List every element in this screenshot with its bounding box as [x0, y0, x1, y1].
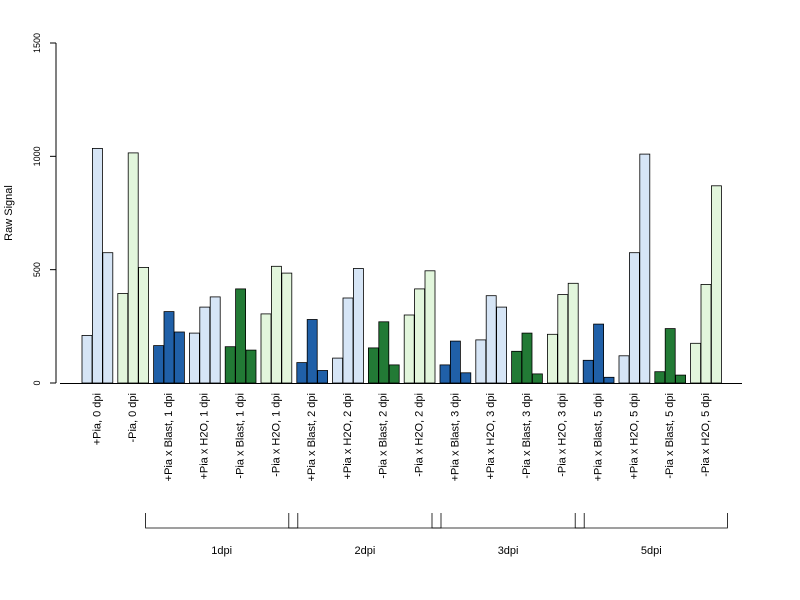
bar-6-1 — [260, 313, 272, 384]
bar-3-3 — [173, 331, 185, 384]
category-label: -Pia x H2O, 5 dpi — [700, 393, 712, 477]
bar-5-2 — [235, 288, 247, 384]
bar-4-1 — [188, 332, 200, 384]
category-label: -Pia x H2O, 2 dpi — [414, 393, 426, 477]
bar-14-2 — [557, 294, 569, 384]
bar-15-3 — [603, 376, 615, 384]
bar-18-1 — [690, 342, 701, 384]
bar-1-3 — [102, 252, 114, 384]
bar-1-1 — [81, 334, 93, 384]
bar-12-3 — [496, 306, 508, 384]
bar-18-3 — [711, 185, 722, 384]
y-tick-label: 0 — [32, 380, 42, 385]
category-label: -Pia x Blast, 1 dpi — [235, 393, 247, 479]
group-bracket — [431, 513, 585, 529]
category-label: +Pia x Blast, 5 dpi — [593, 393, 605, 481]
group-bracket — [145, 513, 299, 529]
category-label: -Pia x Blast, 3 dpi — [521, 393, 533, 479]
bar-10-2 — [414, 288, 426, 384]
group-label: 3dpi — [498, 545, 519, 557]
bar-3-2 — [163, 311, 175, 384]
bar-10-3 — [424, 270, 436, 384]
y-ticks: 0 500 1000 1500 — [32, 33, 56, 386]
bar-9-2 — [378, 321, 390, 384]
bar-16-3 — [639, 153, 651, 384]
bar-15-1 — [582, 359, 594, 384]
bar-6-3 — [281, 272, 293, 384]
bar-8-1 — [332, 357, 344, 384]
category-label: -Pia x H2O, 1 dpi — [270, 393, 282, 477]
bar-17-3 — [675, 374, 686, 384]
bar-17-1 — [654, 371, 666, 384]
category-label: +Pia x H2O, 3 dpi — [485, 393, 497, 480]
group-label: 2dpi — [355, 545, 376, 557]
group-label: 5dpi — [641, 545, 662, 557]
bar-2-2 — [127, 152, 139, 384]
group-bracket — [574, 513, 728, 529]
y-axis-title: Raw Signal — [3, 185, 15, 241]
bar-4-3 — [209, 296, 221, 384]
bar-4-2 — [199, 306, 211, 384]
bar-9-1 — [367, 347, 379, 384]
bar-10-1 — [403, 314, 415, 384]
bar-11-1 — [439, 364, 451, 384]
bar-2-1 — [117, 293, 129, 384]
category-label: -Pia x H2O, 3 dpi — [557, 393, 569, 477]
bar-7-1 — [296, 362, 308, 384]
bar-6-2 — [270, 265, 282, 384]
category-label: +Pia x Blast, 1 dpi — [163, 393, 175, 481]
bar-12-1 — [475, 339, 487, 384]
category-label: +Pia x H2O, 2 dpi — [342, 393, 354, 480]
category-label: +Pia x H2O, 1 dpi — [199, 393, 211, 480]
bar-8-2 — [342, 297, 354, 384]
bar-9-3 — [388, 364, 400, 384]
bar-17-2 — [664, 328, 676, 384]
bar-8-3 — [352, 268, 364, 384]
category-label: +Pia x Blast, 2 dpi — [306, 393, 318, 481]
category-label: -Pia x Blast, 5 dpi — [664, 393, 676, 479]
bar-7-2 — [306, 319, 318, 384]
group-label: 1dpi — [211, 545, 232, 557]
bar-16-2 — [629, 252, 640, 384]
bar-16-1 — [618, 355, 630, 384]
group-brackets: 1dpi 2dpi 3dpi 5dpi — [145, 513, 728, 557]
bar-11-3 — [460, 372, 472, 384]
bar-5-1 — [224, 346, 236, 384]
category-labels: +Pia, 0 dpi -Pia, 0 dpi +Pia x Blast, 1 dp… — [91, 393, 712, 481]
bar-15-2 — [593, 323, 604, 384]
bar-7-3 — [317, 370, 329, 384]
bar-5-3 — [245, 349, 257, 384]
bar-12-2 — [485, 295, 497, 384]
bar-14-1 — [547, 333, 558, 384]
bar-3-1 — [153, 345, 165, 384]
category-label: -Pia, 0 dpi — [127, 393, 139, 443]
bar-2-3 — [138, 266, 150, 384]
bar-14-3 — [567, 282, 579, 384]
category-label: -Pia x Blast, 2 dpi — [378, 393, 390, 479]
bar-18-2 — [700, 283, 712, 384]
bar-13-3 — [532, 373, 543, 384]
category-label: +Pia, 0 dpi — [91, 393, 103, 445]
bar-11-2 — [449, 340, 461, 384]
bars — [81, 147, 722, 384]
category-label: +Pia x Blast, 3 dpi — [449, 393, 461, 481]
category-label: +Pia x H2O, 5 dpi — [628, 393, 640, 480]
bar-13-2 — [521, 332, 533, 384]
y-tick-label: 1500 — [32, 33, 42, 53]
group-bracket — [288, 513, 442, 529]
y-tick-label: 500 — [32, 262, 42, 277]
y-tick-label: 1000 — [32, 146, 42, 166]
bar-13-1 — [511, 350, 523, 384]
bar-1-2 — [92, 147, 103, 384]
